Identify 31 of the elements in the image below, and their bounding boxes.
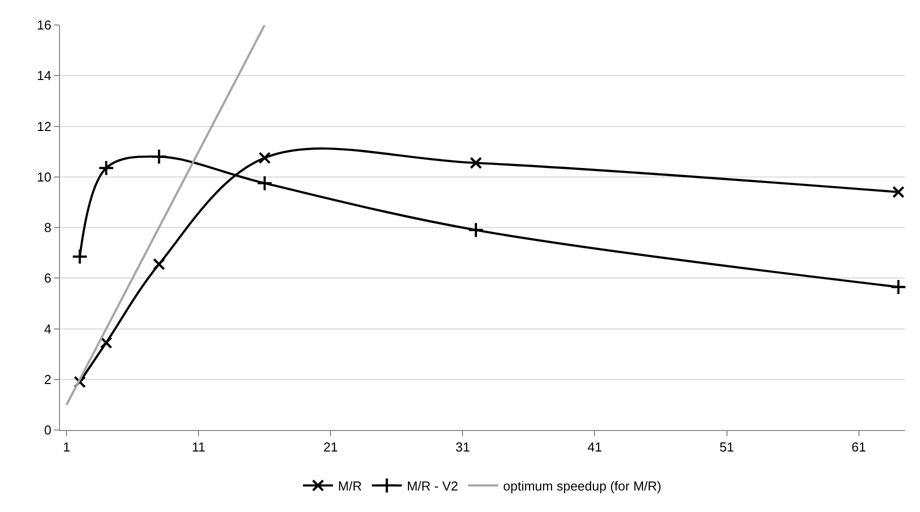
point bbox=[258, 152, 271, 164]
y-tick-label: 16 bbox=[36, 18, 52, 33]
legend-label: M/R - V2 bbox=[406, 478, 458, 494]
point bbox=[150, 148, 168, 165]
point bbox=[72, 248, 88, 265]
point bbox=[468, 222, 484, 238]
y-tick-label: 4 bbox=[44, 321, 52, 336]
point bbox=[98, 160, 114, 176]
y-tick-label: 12 bbox=[36, 118, 52, 134]
x-tick-label: 51 bbox=[720, 440, 734, 455]
y-tick-label: 14 bbox=[36, 68, 52, 84]
x-tick-label: 21 bbox=[323, 440, 338, 455]
legend-label: M/R bbox=[338, 478, 362, 494]
x-tick-label: 31 bbox=[455, 440, 470, 455]
legend-label: optimum speedup (for M/R) bbox=[503, 478, 662, 494]
x-tick-label: 41 bbox=[587, 440, 602, 455]
point bbox=[890, 278, 906, 296]
point bbox=[74, 376, 86, 388]
y-tick-label: 2 bbox=[44, 372, 52, 387]
y-tick-label: 6 bbox=[44, 270, 52, 286]
y-tick-label: 10 bbox=[36, 169, 52, 184]
y-tick-label: 8 bbox=[44, 220, 52, 236]
x-tick-label: 11 bbox=[192, 440, 206, 455]
point bbox=[256, 175, 273, 192]
point bbox=[892, 186, 904, 198]
point bbox=[100, 336, 112, 349]
point bbox=[470, 156, 482, 170]
x-tick-label: 61 bbox=[852, 440, 866, 455]
point bbox=[152, 258, 166, 270]
x-tick-label: 1 bbox=[62, 440, 70, 455]
y-tick-label: 0 bbox=[44, 422, 52, 438]
